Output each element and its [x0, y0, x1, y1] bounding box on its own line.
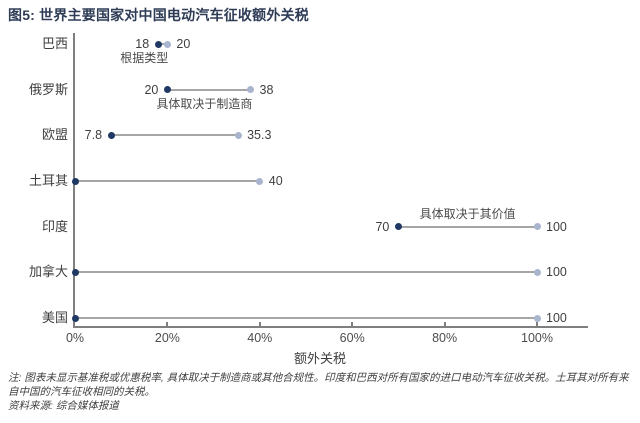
chart-title: 图5: 世界主要国家对中国电动汽车征收额外关税 — [8, 7, 309, 23]
end-value-label: 100 — [546, 311, 567, 326]
x-axis-tick — [166, 322, 169, 326]
category-label: 土耳其 — [28, 173, 68, 188]
start-dot — [71, 268, 79, 276]
annotation: 具体取决于其价值 — [419, 206, 516, 221]
source-note: 资料来源: 综合媒体报道 — [8, 400, 119, 412]
x-axis-tick-label: 100% — [521, 331, 553, 345]
category-label: 加拿大 — [28, 264, 68, 280]
start-dot — [107, 131, 115, 139]
footnotes: 注: 图表未显示基准税或优惠税率, 具体取决于制造商或其他合规性。印度和巴西对所… — [8, 371, 630, 413]
dumbbell-line — [158, 43, 168, 45]
category-label: 欧盟 — [41, 127, 68, 143]
category-label: 印度 — [41, 218, 68, 234]
x-axis-tick-label: 40% — [247, 331, 273, 345]
x-axis-tick-label: 80% — [432, 331, 458, 345]
end-dot — [163, 40, 171, 48]
end-dot — [256, 177, 264, 185]
dumbbell-line — [75, 180, 260, 182]
end-value-label: 35.3 — [247, 128, 272, 143]
dumbbell-line — [75, 317, 537, 320]
start-value-label: 70 — [375, 219, 390, 234]
start-dot — [71, 314, 79, 322]
dumbbell-line — [111, 134, 239, 137]
end-dot — [533, 268, 541, 276]
start-value-label: 18 — [135, 37, 150, 51]
category-label: 美国 — [41, 310, 68, 326]
x-axis-line — [73, 326, 588, 328]
x-axis-tick — [351, 322, 354, 326]
start-dot — [163, 86, 171, 94]
annotation: 具体取决于制造商 — [156, 96, 253, 111]
annotation: 根据类型 — [120, 51, 169, 65]
end-dot — [533, 314, 541, 322]
x-axis-title: 额外关税 — [293, 351, 346, 366]
start-dot — [71, 177, 79, 185]
end-value-label: 38 — [259, 82, 274, 97]
end-dot — [247, 86, 255, 94]
start-value-label: 20 — [144, 82, 159, 97]
dumbbell-line — [167, 88, 251, 91]
chart-note: 注: 图表未显示基准税或优惠税率, 具体取决于制造商或其他合规性。印度和巴西对所… — [8, 372, 629, 398]
start-dot — [154, 40, 162, 48]
end-value-label: 100 — [546, 265, 567, 280]
start-dot — [394, 223, 402, 231]
x-axis-tick — [443, 322, 446, 326]
x-axis-tick — [536, 322, 538, 326]
category-label: 巴西 — [41, 36, 68, 51]
x-axis-tick-label: 60% — [339, 331, 365, 345]
end-dot — [533, 223, 541, 231]
category-label: 俄罗斯 — [28, 81, 68, 97]
end-value-label: 20 — [176, 37, 191, 51]
dumbbell-line — [398, 225, 537, 228]
end-dot — [234, 131, 242, 139]
x-axis-tick-label: 0% — [65, 331, 85, 345]
dumbbell-line — [75, 271, 537, 274]
end-value-label: 40 — [268, 174, 283, 188]
x-axis-tick-label: 20% — [154, 331, 180, 345]
x-axis-tick — [258, 322, 261, 326]
end-value-label: 100 — [546, 219, 567, 234]
start-value-label: 7.8 — [84, 128, 103, 143]
